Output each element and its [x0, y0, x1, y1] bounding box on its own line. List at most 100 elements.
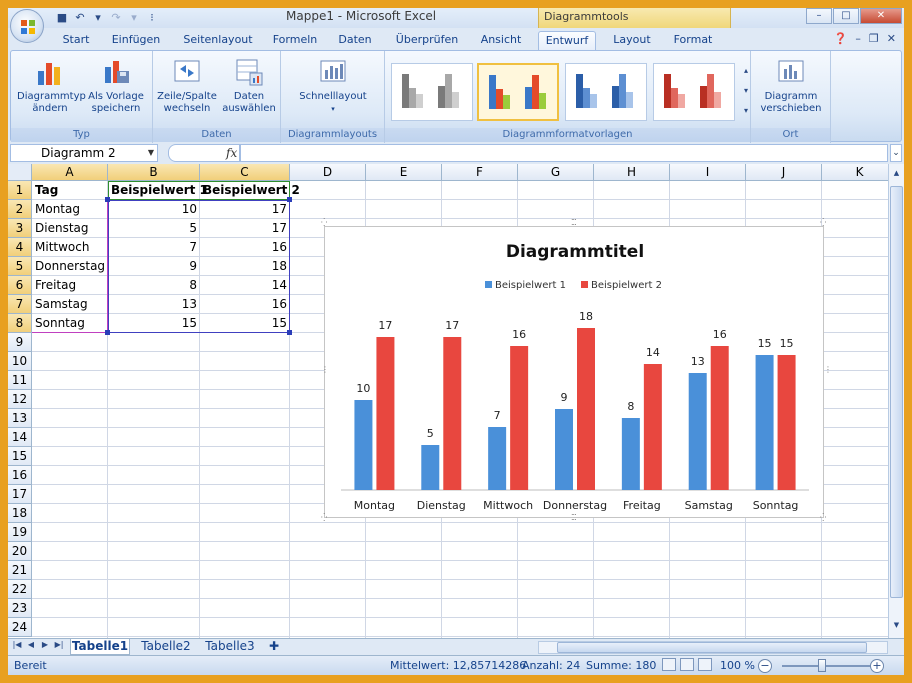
prev-sheet-icon[interactable]: ◀ — [27, 640, 35, 649]
tab-ueberpruefen[interactable]: Überprüfen — [395, 33, 459, 46]
row-header-10[interactable]: 10 — [8, 352, 32, 371]
chart-style-red[interactable] — [653, 63, 735, 121]
row-header-6[interactable]: 6 — [8, 276, 32, 295]
table-cell[interactable]: 10 — [181, 202, 197, 216]
name-box-dropdown-icon[interactable]: ▼ — [147, 148, 154, 157]
select-data-button[interactable]: Daten auswählen — [219, 57, 279, 115]
row-header-22[interactable]: 22 — [8, 580, 32, 599]
row-header-8[interactable]: 8 — [8, 314, 32, 333]
table-cell[interactable]: 17 — [271, 221, 287, 235]
column-header-g[interactable]: G — [518, 164, 594, 181]
maximize-button[interactable]: □ — [833, 8, 859, 24]
range-resize-handle[interactable] — [105, 330, 110, 335]
bar-dienstag-s2[interactable] — [443, 337, 462, 490]
table-cell[interactable]: Dienstag — [35, 221, 89, 235]
zoom-level[interactable]: 100 % — [720, 659, 755, 672]
zoom-slider-track[interactable] — [782, 665, 874, 667]
formula-input[interactable] — [240, 144, 888, 162]
row-header-2[interactable]: 2 — [8, 200, 32, 219]
table-cell[interactable]: Donnerstag — [35, 259, 106, 273]
table-cell[interactable]: 15 — [181, 316, 197, 330]
table-cell[interactable]: 9 — [189, 259, 197, 273]
quick-layout-button[interactable]: Schnelllayout ▾ — [291, 57, 375, 115]
zoom-in-icon[interactable]: + — [870, 659, 884, 673]
first-sheet-icon[interactable]: |◀ — [12, 640, 22, 649]
row-header-17[interactable]: 17 — [8, 485, 32, 504]
undo-icon[interactable]: ↶ — [75, 11, 85, 24]
row-header-16[interactable]: 16 — [8, 466, 32, 485]
vertical-scroll-thumb[interactable] — [890, 186, 903, 598]
chart-resize-handle[interactable]: ⁛ — [820, 218, 826, 227]
table-cell[interactable]: Montag — [35, 202, 80, 216]
bar-montag-s1[interactable] — [354, 400, 373, 490]
ribbon-close-icon[interactable]: ✕ — [886, 32, 896, 45]
sheet-tab-tabelle1[interactable]: Tabelle1 — [70, 639, 130, 655]
switch-row-column-button[interactable]: Zeile/Spalte wechseln — [157, 57, 217, 115]
row-header-12[interactable]: 12 — [8, 390, 32, 409]
horizontal-scroll-thumb[interactable] — [557, 642, 867, 653]
redo-icon[interactable]: ↷ — [111, 11, 121, 24]
row-header-4[interactable]: 4 — [8, 238, 32, 257]
customize-qat-icon[interactable]: ⁝ — [150, 11, 154, 24]
scroll-down-icon[interactable]: ▼ — [893, 621, 900, 629]
insert-function-area[interactable]: fx — [168, 144, 240, 162]
row-header-9[interactable]: 9 — [8, 333, 32, 352]
tab-formeln[interactable]: Formeln — [272, 33, 318, 46]
page-layout-view-icon[interactable] — [680, 658, 694, 671]
column-header-i[interactable]: I — [670, 164, 746, 181]
chart-resize-handle[interactable]: ⁚⁚⁚ — [571, 218, 577, 227]
scroll-up-icon[interactable]: ▲ — [893, 169, 900, 177]
table-cell[interactable]: 15 — [271, 316, 287, 330]
undo-dropdown-icon[interactable]: ▾ — [95, 11, 101, 24]
help-icon[interactable]: ❓ — [833, 32, 848, 45]
row-header-23[interactable]: 23 — [8, 599, 32, 618]
column-header-b[interactable]: B — [108, 164, 200, 181]
table-cell[interactable]: Mittwoch — [35, 240, 90, 254]
table-cell[interactable]: 13 — [181, 297, 197, 311]
row-header-13[interactable]: 13 — [8, 409, 32, 428]
column-header-a[interactable]: A — [32, 164, 108, 181]
column-header-k[interactable]: K — [822, 164, 888, 181]
bar-sonntag-s1[interactable] — [755, 355, 774, 490]
table-cell[interactable]: 16 — [271, 240, 287, 254]
bar-dienstag-s1[interactable] — [421, 445, 440, 490]
range-resize-handle[interactable] — [287, 330, 292, 335]
tab-daten[interactable]: Daten — [338, 33, 372, 46]
table-cell[interactable]: Freitag — [35, 278, 77, 292]
office-button[interactable] — [10, 9, 44, 43]
table-header-cell[interactable]: Beispielwert 1 — [111, 183, 208, 197]
name-box[interactable]: Diagramm 2 ▼ — [10, 144, 158, 162]
bar-samstag-s1[interactable] — [688, 373, 707, 490]
zoom-out-icon[interactable]: − — [758, 659, 772, 673]
sheet-tab-tabelle2[interactable]: Tabelle2 — [141, 639, 191, 653]
fx-icon[interactable]: fx — [226, 146, 238, 160]
row-header-15[interactable]: 15 — [8, 447, 32, 466]
chart-resize-handle[interactable]: ⁛ — [820, 513, 826, 522]
next-sheet-icon[interactable]: ▶ — [41, 640, 49, 649]
tab-entwurf[interactable]: Entwurf — [538, 31, 596, 50]
ribbon-restore-icon[interactable]: ❐ — [868, 32, 879, 45]
close-button[interactable]: ✕ — [860, 8, 902, 24]
row-header-18[interactable]: 18 — [8, 504, 32, 523]
table-cell[interactable]: 7 — [189, 240, 197, 254]
table-cell[interactable]: 14 — [271, 278, 287, 292]
horizontal-scrollbar[interactable] — [538, 641, 888, 654]
tab-layout[interactable]: Layout — [613, 33, 651, 46]
column-header-c[interactable]: C — [200, 164, 290, 181]
select-all-corner[interactable] — [8, 164, 32, 181]
bar-mittwoch-s1[interactable] — [488, 427, 507, 490]
chart-resize-handle[interactable]: ⋮ — [321, 365, 329, 374]
tab-ansicht[interactable]: Ansicht — [480, 33, 522, 46]
bar-mittwoch-s2[interactable] — [510, 346, 529, 490]
sheet-tab-tabelle3[interactable]: Tabelle3 — [205, 639, 255, 653]
chart-resize-handle[interactable]: ⁛ — [321, 513, 327, 522]
bar-sonntag-s2[interactable] — [777, 355, 796, 490]
table-header-cell[interactable]: Beispielwert 2 — [203, 183, 300, 197]
table-cell[interactable]: 8 — [189, 278, 197, 292]
table-cell[interactable]: Sonntag — [35, 316, 85, 330]
tab-start[interactable]: Start — [62, 33, 90, 46]
formula-expand-icon[interactable]: ⌄ — [890, 144, 902, 162]
table-header-cell[interactable]: Tag — [35, 183, 59, 197]
row-header-14[interactable]: 14 — [8, 428, 32, 447]
row-header-11[interactable]: 11 — [8, 371, 32, 390]
